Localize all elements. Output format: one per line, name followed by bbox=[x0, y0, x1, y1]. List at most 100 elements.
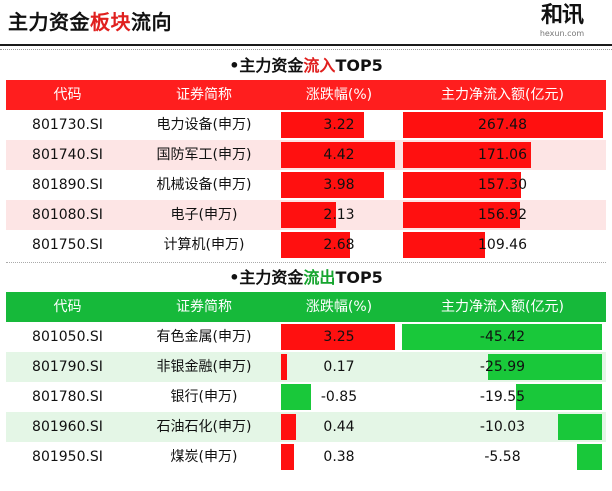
name-cell: 机械设备(申万) bbox=[156, 177, 252, 193]
change-value: 0.17 bbox=[323, 359, 355, 375]
change-bar bbox=[281, 324, 395, 350]
code-cell: 801790.SI bbox=[32, 359, 103, 375]
change-value: 3.25 bbox=[323, 329, 355, 345]
logo-mark: 和讯 bbox=[540, 3, 584, 28]
header-dotted-line bbox=[0, 49, 612, 50]
net-flow-value: -45.42 bbox=[479, 329, 526, 345]
net-flow-value: 171.06 bbox=[478, 147, 527, 163]
inflow-title-highlight: 流入 bbox=[303, 56, 336, 75]
change-value: 2.68 bbox=[323, 237, 355, 253]
col-name: 证券简称 bbox=[176, 87, 232, 103]
net-flow-cell: 171.06 bbox=[399, 140, 606, 170]
net-flow-cell: 267.48 bbox=[399, 110, 606, 140]
change-value: -0.85 bbox=[320, 389, 358, 405]
col-net-flow: 主力净流入额(亿元) bbox=[441, 87, 564, 103]
table-row: 801950.SI 煤炭(申万) 0.38 -5.58 bbox=[6, 442, 606, 472]
table-row: 801750.SI 计算机(申万) 2.68 109.46 bbox=[6, 230, 606, 260]
net-flow-value: -19.55 bbox=[479, 389, 526, 405]
net-flow-cell: 109.46 bbox=[399, 230, 606, 260]
change-cell: 3.22 bbox=[279, 110, 399, 140]
col-code: 代码 bbox=[53, 299, 82, 315]
outflow-section-title: •主力资金流出TOP5 bbox=[0, 264, 612, 288]
change-cell: 2.68 bbox=[279, 230, 399, 260]
net-flow-cell: -25.99 bbox=[399, 352, 606, 382]
change-value: 3.98 bbox=[323, 177, 355, 193]
change-bar bbox=[281, 202, 336, 228]
change-value: 3.22 bbox=[323, 117, 355, 133]
change-bar bbox=[281, 414, 297, 440]
net-flow-bar bbox=[403, 112, 603, 138]
name-cell: 石油石化(申万) bbox=[156, 419, 252, 435]
net-flow-value: -25.99 bbox=[479, 359, 526, 375]
net-flow-value: 267.48 bbox=[478, 117, 527, 133]
name-cell: 非银金融(申万) bbox=[156, 359, 252, 375]
change-bar bbox=[281, 112, 365, 138]
title-prefix: 主力资金 bbox=[8, 10, 90, 34]
code-cell: 801750.SI bbox=[32, 237, 103, 253]
net-flow-bar bbox=[487, 354, 602, 380]
change-value: 2.13 bbox=[323, 207, 355, 223]
code-cell: 801740.SI bbox=[32, 147, 103, 163]
net-flow-cell: -19.55 bbox=[399, 382, 606, 412]
code-cell: 801080.SI bbox=[32, 207, 103, 223]
inflow-title-prefix: •主力资金 bbox=[229, 56, 304, 75]
name-cell: 煤炭(申万) bbox=[170, 449, 238, 465]
table-row: 801960.SI 石油石化(申万) 0.44 -10.03 bbox=[6, 412, 606, 442]
col-code: 代码 bbox=[53, 87, 82, 103]
change-value: 0.44 bbox=[323, 419, 355, 435]
change-bar bbox=[281, 232, 351, 258]
change-cell: -0.85 bbox=[279, 382, 399, 412]
table-row: 801740.SI 国防军工(申万) 4.42 171.06 bbox=[6, 140, 606, 170]
net-flow-bar bbox=[403, 232, 485, 258]
code-cell: 801890.SI bbox=[32, 177, 103, 193]
inflow-section-title: •主力资金流入TOP5 bbox=[0, 52, 612, 76]
table-row: 801050.SI 有色金属(申万) 3.25 -45.42 bbox=[6, 322, 606, 352]
logo-url: hexun.com bbox=[539, 29, 585, 38]
code-cell: 801050.SI bbox=[32, 329, 103, 345]
change-value: 4.42 bbox=[323, 147, 355, 163]
col-change: 涨跌幅(%) bbox=[305, 299, 373, 315]
change-cell: 2.13 bbox=[279, 200, 399, 230]
net-flow-bar bbox=[403, 142, 531, 168]
net-flow-cell: -45.42 bbox=[399, 322, 606, 352]
page-title: 主力资金板块流向 bbox=[8, 6, 172, 35]
code-cell: 801730.SI bbox=[32, 117, 103, 133]
net-flow-value: 157.30 bbox=[478, 177, 527, 193]
net-flow-bar bbox=[402, 324, 602, 350]
name-cell: 电子(申万) bbox=[170, 207, 238, 223]
change-cell: 4.42 bbox=[279, 140, 399, 170]
change-cell: 3.25 bbox=[279, 322, 399, 352]
section-divider bbox=[6, 262, 606, 263]
outflow-table-header: 代码 证券简称 涨跌幅(%) 主力净流入额(亿元) bbox=[6, 292, 606, 322]
name-cell: 国防军工(申万) bbox=[156, 147, 252, 163]
col-change: 涨跌幅(%) bbox=[305, 87, 373, 103]
change-cell: 3.98 bbox=[279, 170, 399, 200]
change-cell: 0.38 bbox=[279, 442, 399, 472]
change-bar bbox=[281, 354, 287, 380]
net-flow-bar bbox=[557, 414, 602, 440]
name-cell: 有色金属(申万) bbox=[156, 329, 252, 345]
title-highlight: 板块 bbox=[90, 10, 131, 34]
change-bar bbox=[281, 172, 384, 198]
inflow-table-header: 代码 证券简称 涨跌幅(%) 主力净流入额(亿元) bbox=[6, 80, 606, 110]
table-row: 801730.SI 电力设备(申万) 3.22 267.48 bbox=[6, 110, 606, 140]
page-header: 主力资金板块流向 和讯 hexun.com bbox=[0, 0, 612, 44]
net-flow-bar bbox=[403, 172, 521, 198]
outflow-title-highlight: 流出 bbox=[303, 268, 336, 287]
table-row: 801780.SI 银行(申万) -0.85 -19.55 bbox=[6, 382, 606, 412]
hexun-logo: 和讯 hexun.com bbox=[530, 3, 594, 41]
change-bar bbox=[281, 384, 311, 410]
code-cell: 801960.SI bbox=[32, 419, 103, 435]
table-row: 801890.SI 机械设备(申万) 3.98 157.30 bbox=[6, 170, 606, 200]
code-cell: 801950.SI bbox=[32, 449, 103, 465]
net-flow-value: 156.92 bbox=[478, 207, 527, 223]
net-flow-cell: 157.30 bbox=[399, 170, 606, 200]
change-value: 0.38 bbox=[323, 449, 355, 465]
outflow-title-suffix: TOP5 bbox=[335, 268, 383, 287]
net-flow-bar bbox=[577, 444, 602, 470]
net-flow-bar bbox=[515, 384, 602, 410]
table-row: 801080.SI 电子(申万) 2.13 156.92 bbox=[6, 200, 606, 230]
net-flow-cell: -5.58 bbox=[399, 442, 606, 472]
inflow-title-suffix: TOP5 bbox=[335, 56, 383, 75]
name-cell: 银行(申万) bbox=[170, 389, 238, 405]
